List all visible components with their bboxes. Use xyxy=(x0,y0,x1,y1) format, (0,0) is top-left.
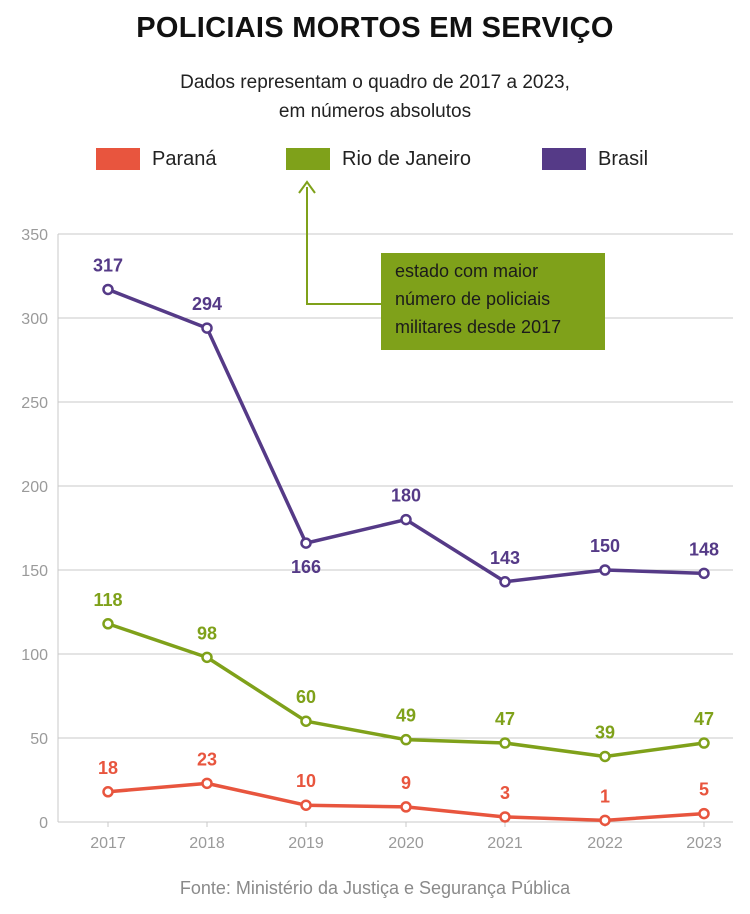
y-tick-label: 200 xyxy=(21,479,48,496)
data-label: 18 xyxy=(98,758,118,778)
data-label: 23 xyxy=(197,749,217,769)
data-point xyxy=(201,322,213,334)
data-point xyxy=(698,737,710,749)
data-point xyxy=(499,811,511,823)
legend-swatch-rio xyxy=(286,148,330,170)
data-label: 180 xyxy=(391,486,421,506)
legend-item-rio: Rio de Janeiro xyxy=(286,146,471,172)
y-tick-label: 50 xyxy=(30,731,48,748)
data-point xyxy=(599,814,611,827)
data-label: 294 xyxy=(192,294,222,314)
legend-item-parana: Paraná xyxy=(96,146,217,172)
annotation-box xyxy=(381,253,605,350)
data-point xyxy=(599,564,611,576)
data-label: 98 xyxy=(197,623,217,643)
data-point xyxy=(300,537,312,549)
legend-label-brasil: Brasil xyxy=(598,147,649,170)
data-point xyxy=(300,799,312,811)
data-point xyxy=(499,576,511,588)
data-label: 47 xyxy=(694,709,714,729)
data-label: 1 xyxy=(600,786,610,806)
x-tick-label: 2020 xyxy=(388,835,424,852)
data-point xyxy=(599,750,611,763)
subtitle-line-2: em números absolutos xyxy=(278,101,472,122)
grid-layer: 0 50 100 150 200 250 300 350 2017 2018 2019 2020 202… xyxy=(21,227,733,852)
y-tick-label: 300 xyxy=(21,311,48,328)
source-note: Fonte: Ministério da Justiça e Segurança… xyxy=(179,878,571,898)
data-label: 9 xyxy=(401,773,411,793)
data-label: 118 xyxy=(93,590,122,610)
x-tick-label: 2021 xyxy=(487,835,523,852)
data-point xyxy=(201,777,213,790)
data-label: 60 xyxy=(296,687,316,707)
data-point xyxy=(201,651,213,664)
annotation-line-2: número de policiais xyxy=(395,289,550,309)
annotation-arrow-head xyxy=(298,180,316,194)
data-point xyxy=(400,513,412,526)
annotation-layer: estado com maior número de policiais mil… xyxy=(298,180,605,350)
y-tick-label: 350 xyxy=(21,227,48,244)
chart-title: POLICIAIS MORTOS EM SERVIÇO xyxy=(136,12,614,44)
annotation-line-3: militares desde 2017 xyxy=(395,317,561,337)
annotation-line-1: estado com maior xyxy=(395,261,538,281)
data-point xyxy=(698,807,710,820)
legend-label-rio: Rio de Janeiro xyxy=(342,147,471,170)
x-tick-label: 2017 xyxy=(90,835,126,852)
data-label: 5 xyxy=(699,780,709,800)
data-point xyxy=(400,801,412,813)
data-point xyxy=(400,733,412,746)
data-label: 150 xyxy=(590,536,620,556)
data-point xyxy=(499,737,511,749)
chart-subtitle: Dados representam o quadro de 2017 a 202… xyxy=(0,68,750,126)
legend-label-parana: Paraná xyxy=(152,147,217,170)
y-tick-label: 0 xyxy=(39,815,48,832)
data-label: 39 xyxy=(595,722,615,742)
data-point xyxy=(102,618,114,630)
series-layer xyxy=(102,283,710,827)
data-label: 10 xyxy=(296,771,316,791)
data-label: 47 xyxy=(495,709,515,729)
legend-swatch-brasil xyxy=(542,148,586,170)
data-point xyxy=(698,567,710,580)
legend-item-brasil: Brasil xyxy=(542,146,648,172)
x-tick-label: 2018 xyxy=(189,835,225,852)
data-label: 317 xyxy=(93,255,123,275)
x-tick-label: 2022 xyxy=(587,835,623,852)
y-tick-label: 150 xyxy=(21,563,48,580)
x-tick-label: 2019 xyxy=(288,835,324,852)
data-point xyxy=(300,715,312,727)
y-tick-label: 250 xyxy=(21,395,48,412)
data-label: 148 xyxy=(689,539,719,559)
data-label: 49 xyxy=(396,706,416,726)
annotation-arrow-line xyxy=(306,187,382,305)
y-tick-label: 100 xyxy=(21,647,48,664)
data-label: 3 xyxy=(500,783,510,803)
data-label: 143 xyxy=(490,548,520,568)
label-layer: 18 23 10 9 3 1 5 118 98 60 49 47 39 47 317 294 166 180 143… xyxy=(93,255,719,806)
data-point xyxy=(102,786,114,798)
subtitle-line-1: Dados representam o quadro de 2017 a 202… xyxy=(180,72,570,93)
legend-swatch-parana xyxy=(96,148,140,170)
data-point xyxy=(102,283,114,296)
data-label: 166 xyxy=(291,557,321,577)
x-tick-label: 2023 xyxy=(686,835,722,852)
